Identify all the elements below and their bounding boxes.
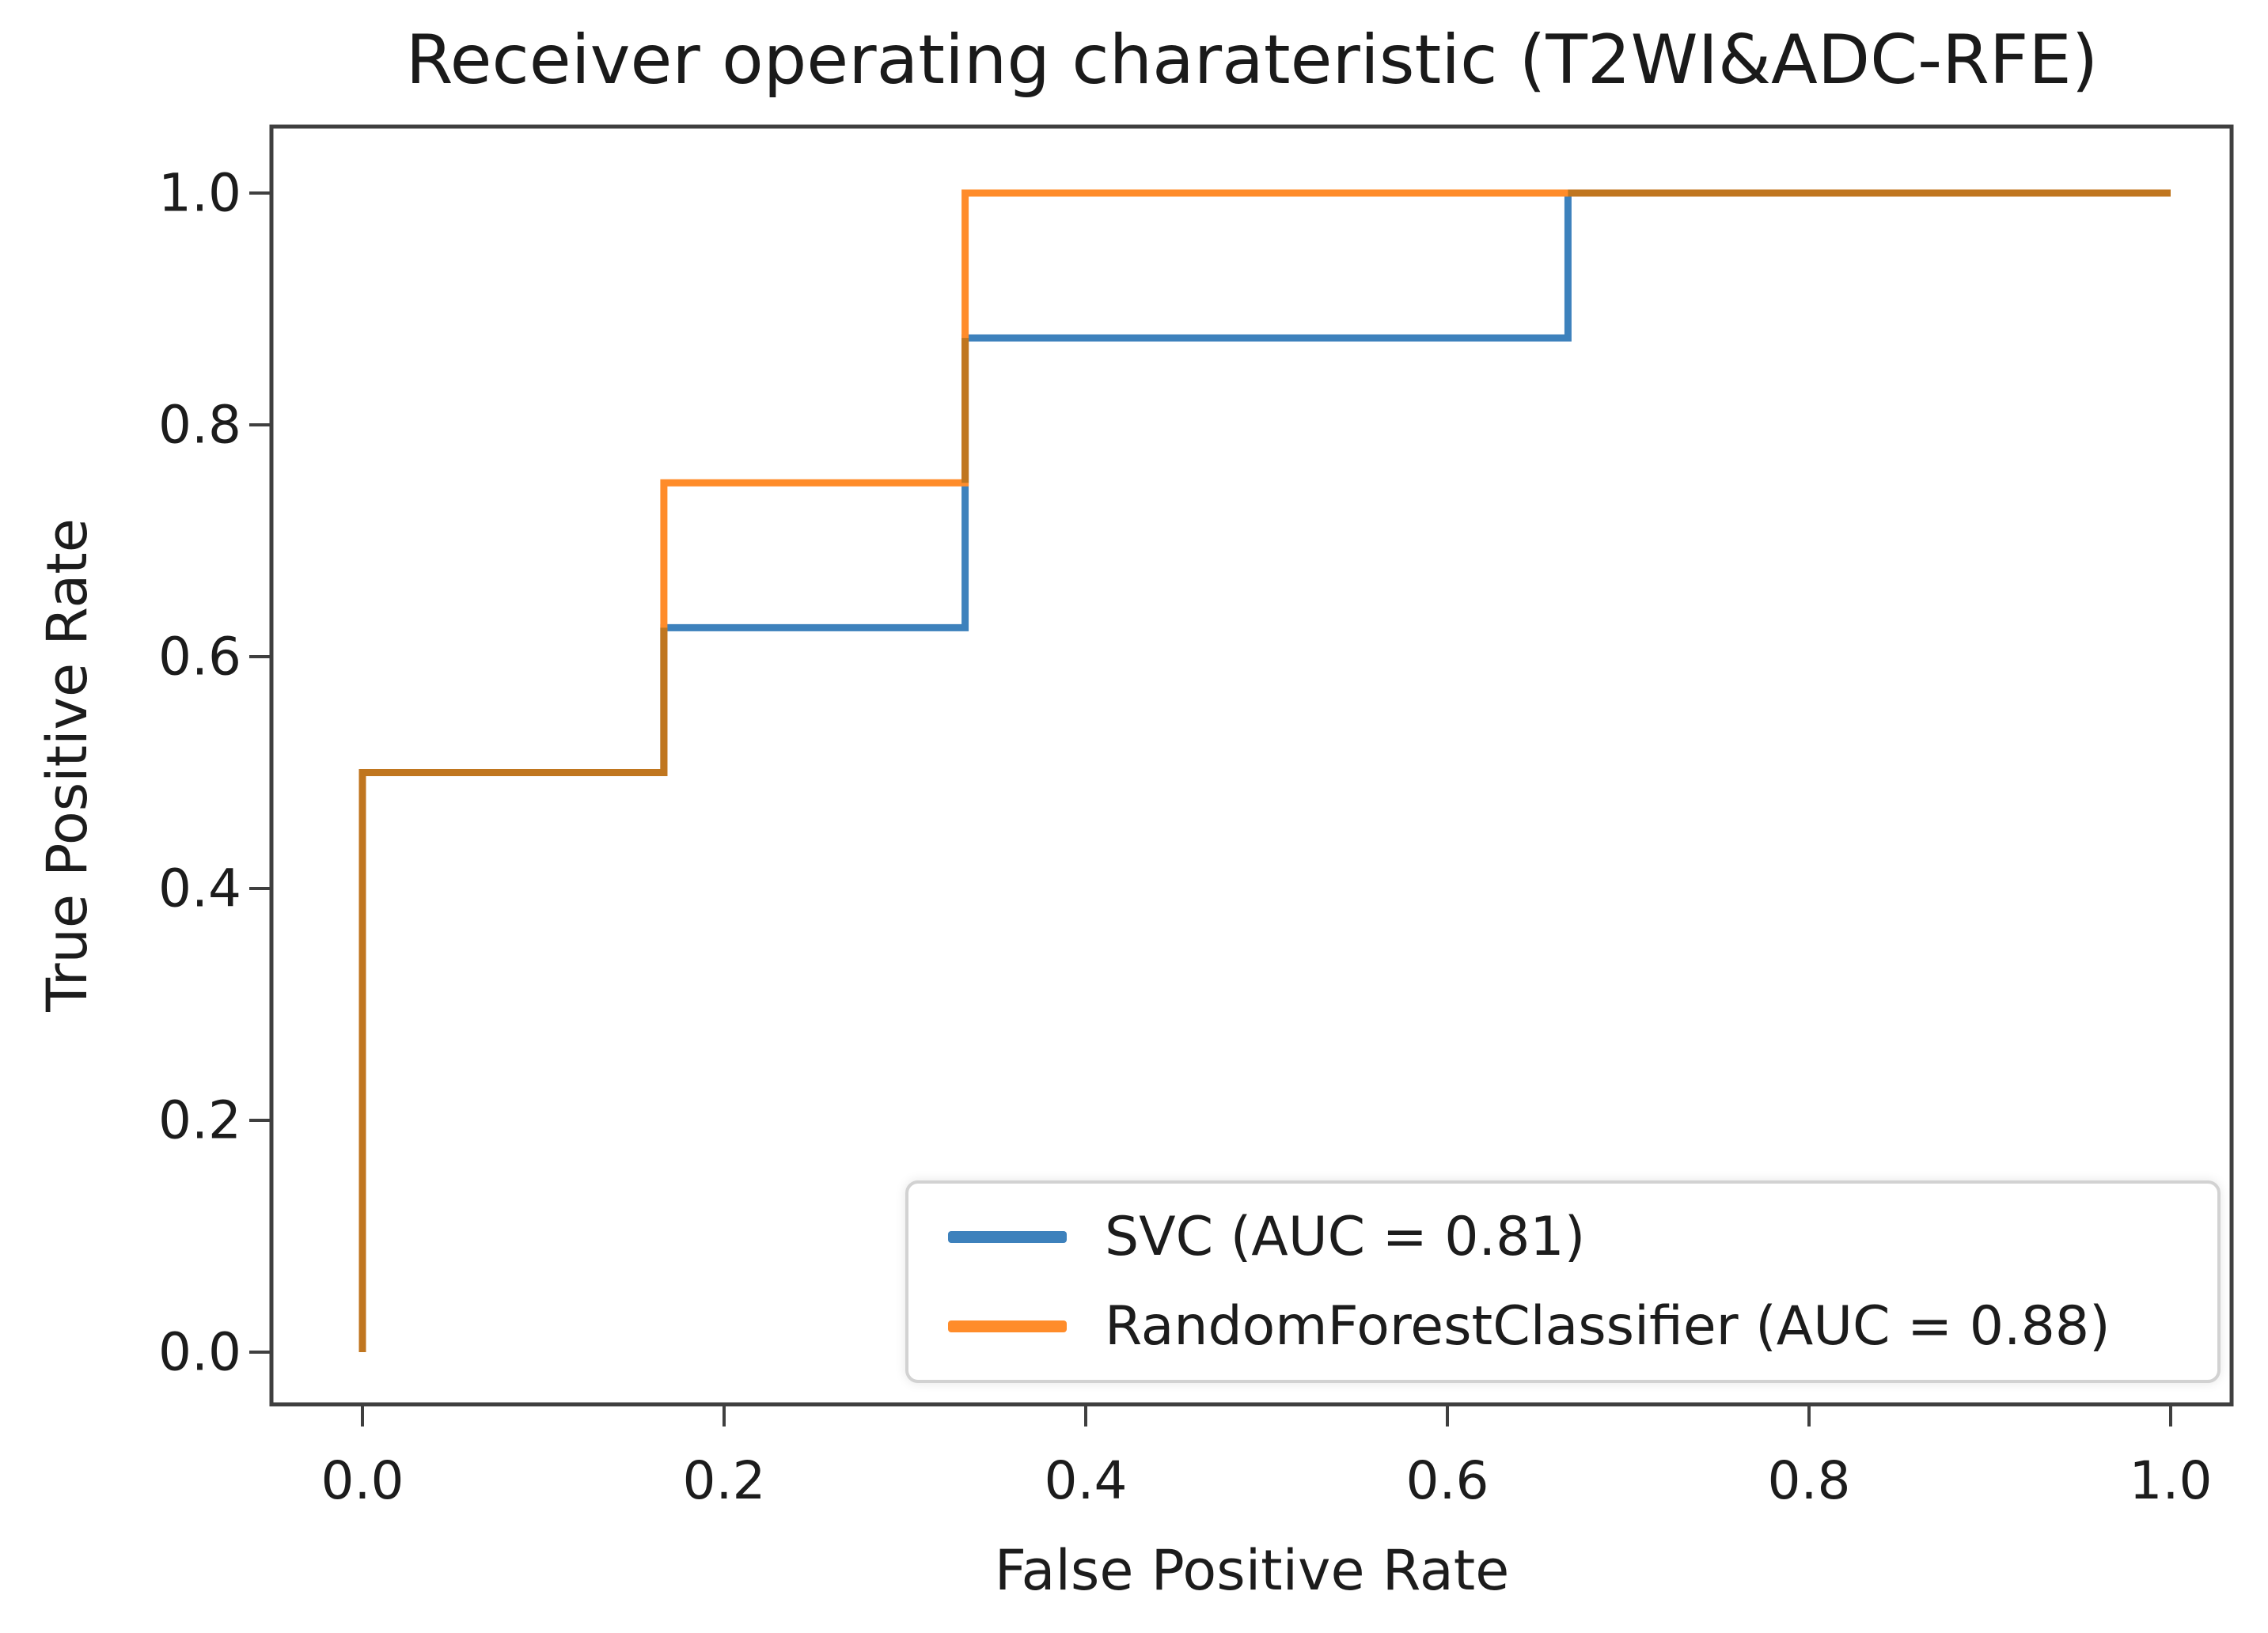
y-tick-label: 0.8 [158, 394, 241, 456]
legend-swatch-randomforest [948, 1320, 1067, 1332]
x-tick-label: 1.0 [2129, 1450, 2213, 1511]
x-tick-label: 0.6 [1405, 1450, 1489, 1511]
y-tick-label: 0.2 [158, 1089, 241, 1151]
y-axis-label: True Positive Rate [35, 518, 100, 1012]
legend-entry-svc: SVC (AUC = 0.81) [948, 1206, 2217, 1268]
y-tick-label: 1.0 [158, 162, 241, 224]
legend-label-randomforest: RandomForestClassifier (AUC = 0.88) [1105, 1295, 2111, 1358]
roc-curve-overlap-segment [358, 627, 668, 1352]
legend-entry-randomforest: RandomForestClassifier (AUC = 0.88) [948, 1295, 2217, 1358]
x-tick-label: 0.8 [1767, 1450, 1851, 1511]
y-tick-label: 0.0 [158, 1321, 241, 1383]
x-axis-label: False Positive Rate [994, 1538, 1510, 1603]
x-tick-label: 0.0 [320, 1450, 404, 1511]
x-tick-label: 0.4 [1044, 1450, 1128, 1511]
legend-label-svc: SVC (AUC = 0.81) [1105, 1206, 1586, 1268]
plot-border [269, 124, 2234, 1407]
chart-title: Receiver operating charateristic (T2WI&A… [405, 21, 2099, 100]
legend: SVC (AUC = 0.81) RandomForestClassifier … [905, 1180, 2221, 1383]
legend-swatch-svc [948, 1231, 1067, 1243]
y-tick-label: 0.4 [158, 858, 241, 919]
x-tick-label: 0.2 [682, 1450, 766, 1511]
y-tick-label: 0.6 [158, 626, 241, 688]
